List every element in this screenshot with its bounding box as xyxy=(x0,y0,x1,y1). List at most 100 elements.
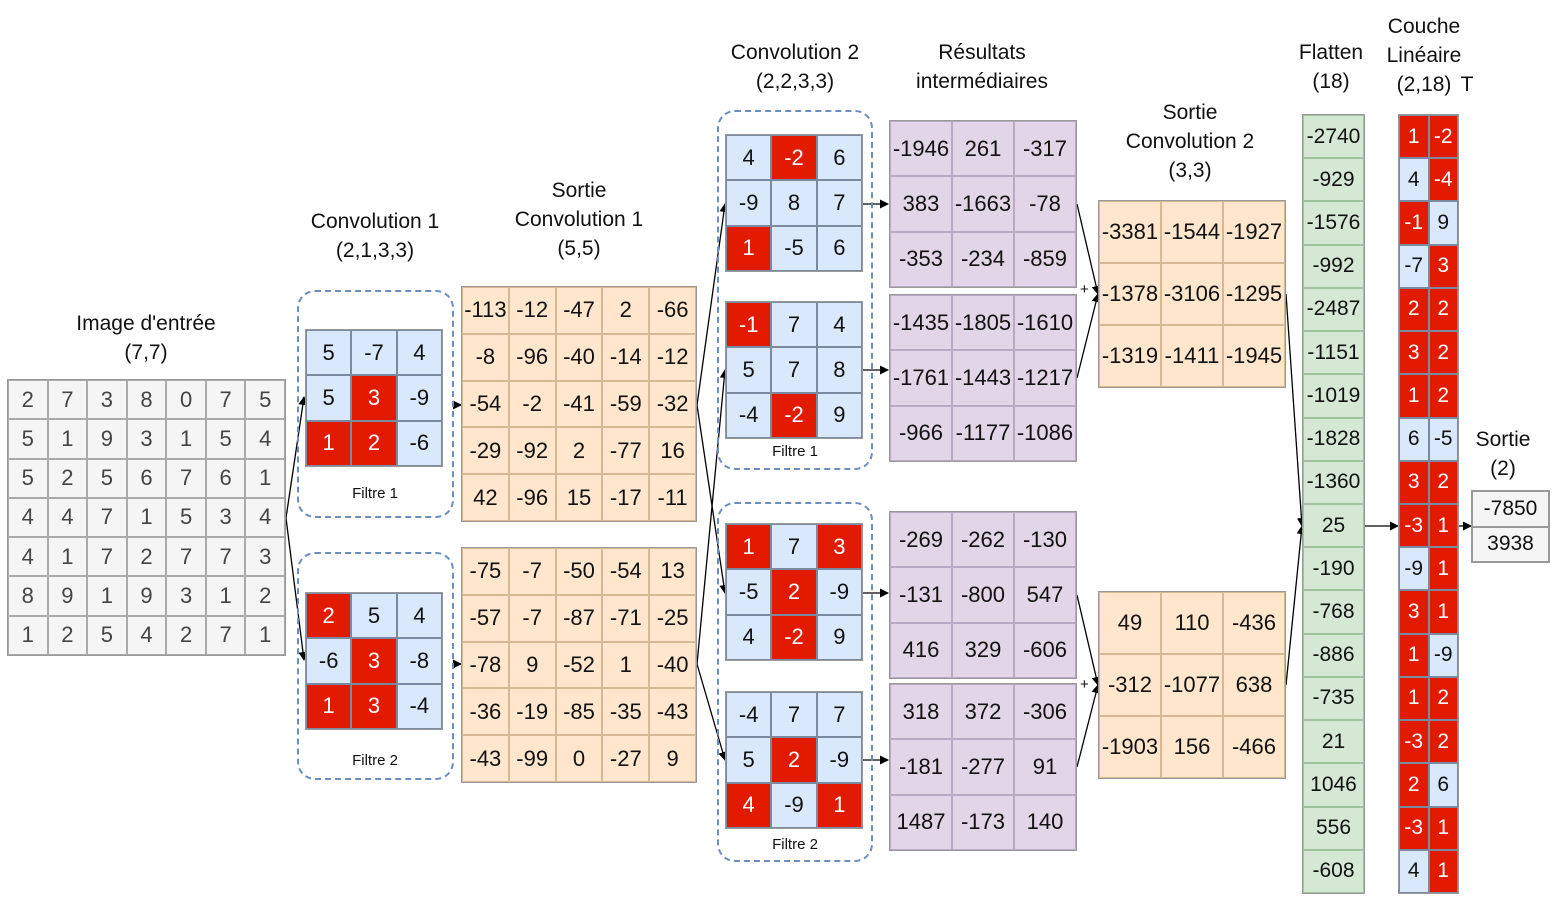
input-image-grid-cell: 6 xyxy=(205,458,246,498)
linear-weights-cell: 4 xyxy=(1399,158,1429,202)
linear-weights-cell: 1 xyxy=(1399,374,1429,418)
flatten-vector-cell: 556 xyxy=(1303,806,1364,850)
linear-weights-cell: 1 xyxy=(1428,590,1458,634)
conv1-output-1-cell: 15 xyxy=(555,474,603,521)
conv1-filter2-cell: -8 xyxy=(396,638,442,684)
conv2-filter2-kernel2-cell: 4 xyxy=(726,782,772,828)
intermediate-result-2-cell: -1177 xyxy=(952,405,1014,461)
intermediate-result-2-cell: -1443 xyxy=(952,350,1014,406)
linear-weights: 1 -2 4 -4 -1 9 -7 3 2 2 3 2 1 2 6 -5 3 2 -3 1 -9 1 3 1 1 -9 1 2 -3 2 2… xyxy=(1398,114,1459,894)
conv1-output-1-cell: 2 xyxy=(555,427,603,475)
input-image-grid-cell: 9 xyxy=(87,419,127,459)
intermediate-result-2-cell: -1086 xyxy=(1014,405,1076,461)
conv2-filter1-kernel2-cell: 5 xyxy=(726,347,772,393)
intermediate-result-2-cell: -1805 xyxy=(952,295,1014,351)
linear-weights-cell: -4 xyxy=(1428,158,1458,202)
intermediate-result-2-cell: -1610 xyxy=(1014,295,1076,351)
conv2-filter1-kernel2-cell: 8 xyxy=(816,347,862,393)
input-image-grid-cell: 2 xyxy=(47,458,88,498)
intermediate-result-1-cell: -859 xyxy=(1014,231,1076,287)
conv2-filter1-kernel1-cell: 7 xyxy=(816,180,862,226)
arrow-out2a-to-flatten xyxy=(1285,293,1306,527)
input-image-grid-cell: 4 xyxy=(8,537,48,577)
input-image-grid-cell: 5 xyxy=(245,380,285,420)
intermediate-result-3-cell: 547 xyxy=(1014,567,1076,623)
conv2-filter2-kernel1-cell: 7 xyxy=(771,524,817,570)
linear-weights-cell: 6 xyxy=(1399,417,1429,461)
intermediate-result-2-cell: -1435 xyxy=(890,295,952,351)
conv2-filter2-kernel1-cell: 3 xyxy=(816,524,862,570)
conv2-output-1-cell: -1411 xyxy=(1161,325,1223,387)
conv2-output-2-cell: 110 xyxy=(1161,592,1223,654)
conv2-filter1-kernel2: -1 7 4 5 7 8 -4 -2 9 xyxy=(725,301,863,439)
linear-weights-cell: 2 xyxy=(1428,676,1458,721)
conv2-filter1-kernel1-cell: -9 xyxy=(726,180,772,226)
conv1-output-1-cell: -29 xyxy=(462,427,509,475)
linear-weights-cell: 3 xyxy=(1399,460,1429,504)
conv2-filter2-kernel1-cell: -2 xyxy=(771,614,817,660)
input-image-grid-cell: 3 xyxy=(245,537,285,577)
input-image-grid-cell: 4 xyxy=(126,615,167,655)
conv1-filter1-group xyxy=(297,290,454,518)
intermediate-result-3-cell: -606 xyxy=(1014,622,1076,678)
linear-weights-cell: -5 xyxy=(1428,417,1458,461)
conv1-output-1-cell: -113 xyxy=(462,287,509,334)
conv2-output-2-cell: 156 xyxy=(1161,716,1223,778)
linear-weights-cell: 4 xyxy=(1399,849,1429,893)
flatten-vector-cell: 1046 xyxy=(1303,763,1364,807)
input-image-grid-cell: 4 xyxy=(8,497,48,538)
conv1-filter1-cell: -9 xyxy=(396,375,442,421)
conv1-output-1-cell: -12 xyxy=(649,333,696,381)
conv1-output-1-cell: -59 xyxy=(602,380,650,428)
input-image-grid-cell: 3 xyxy=(87,380,127,420)
conv2-filter2-kernel2-cell: -9 xyxy=(816,737,862,783)
flatten-vector-cell: -992 xyxy=(1303,244,1364,288)
conv2-output-1-cell: -1544 xyxy=(1161,201,1223,263)
conv1-output-2-cell: -52 xyxy=(555,641,603,689)
conv1-output-1-cell: 16 xyxy=(649,427,696,475)
conv2-filter2-kernel2-cell: 2 xyxy=(771,737,817,783)
conv1-output-1-cell: -14 xyxy=(602,333,650,381)
input-image-grid-cell: 3 xyxy=(166,576,206,616)
intermediate-result-1-cell: -317 xyxy=(1014,121,1076,177)
flatten-vector-cell: -190 xyxy=(1303,547,1364,591)
conv2-output-2-cell: -466 xyxy=(1223,716,1285,778)
arrow-inter1-to-sum1 xyxy=(1076,203,1101,295)
input-image-grid-cell: 5 xyxy=(166,497,206,538)
conv2-output-2-cell: -436 xyxy=(1223,592,1285,654)
input-image-grid-cell: 2 xyxy=(47,615,88,655)
linear-weights-cell: -7 xyxy=(1399,244,1429,288)
conv1-filter2-cell: 2 xyxy=(306,593,352,639)
conv2-filter2-kernel2-cell: -4 xyxy=(726,692,772,738)
conv1-output-2-cell: -85 xyxy=(555,688,603,736)
conv2-output-1-cell: -3106 xyxy=(1161,263,1223,325)
intermediate-result-3-cell: 416 xyxy=(890,622,952,678)
input-image-grid-cell: 5 xyxy=(87,615,127,655)
conv1-filter1-cell: 3 xyxy=(351,375,397,421)
conv2-filter2-kernel1-cell: 4 xyxy=(726,614,772,660)
conv2-filter2-kernel2: -4 7 7 5 2 -9 4 -9 1 xyxy=(725,691,863,829)
intermediate-result-2-cell: -966 xyxy=(890,405,952,461)
conv2-filter1-caption: Filtre 1 xyxy=(772,443,818,460)
linear-weights-cell: -3 xyxy=(1399,806,1429,850)
linear-weights-cell: 1 xyxy=(1428,547,1458,591)
linear-weights-cell: -9 xyxy=(1428,633,1458,677)
linear-label-line-1: Couche xyxy=(1387,15,1461,38)
conv2-output-1-cell: -1945 xyxy=(1223,325,1285,387)
conv1-output-2-cell: -43 xyxy=(462,735,509,782)
conv2-filter1-kernel2-cell: 4 xyxy=(816,302,862,348)
flatten-vector-cell: 21 xyxy=(1303,720,1364,764)
input-image-grid-cell: 5 xyxy=(8,419,48,459)
linear-weights-cell: 2 xyxy=(1428,331,1458,375)
intermediate-result-2-cell: -1217 xyxy=(1014,350,1076,406)
conv1-output-1-cell: -11 xyxy=(649,474,696,521)
conv1-output-2-cell: -71 xyxy=(602,594,650,642)
flatten-vector-cell: -1576 xyxy=(1303,201,1364,245)
conv1-output-1-cell: -96 xyxy=(508,474,556,521)
input-image-grid-cell: 7 xyxy=(87,497,127,538)
intermediate-label-line-1: Résultats xyxy=(938,41,1026,64)
linear-weights-cell: 9 xyxy=(1428,201,1458,245)
output-label-line-2: (2) xyxy=(1490,457,1516,480)
flatten-vector-cell: -1360 xyxy=(1303,460,1364,504)
